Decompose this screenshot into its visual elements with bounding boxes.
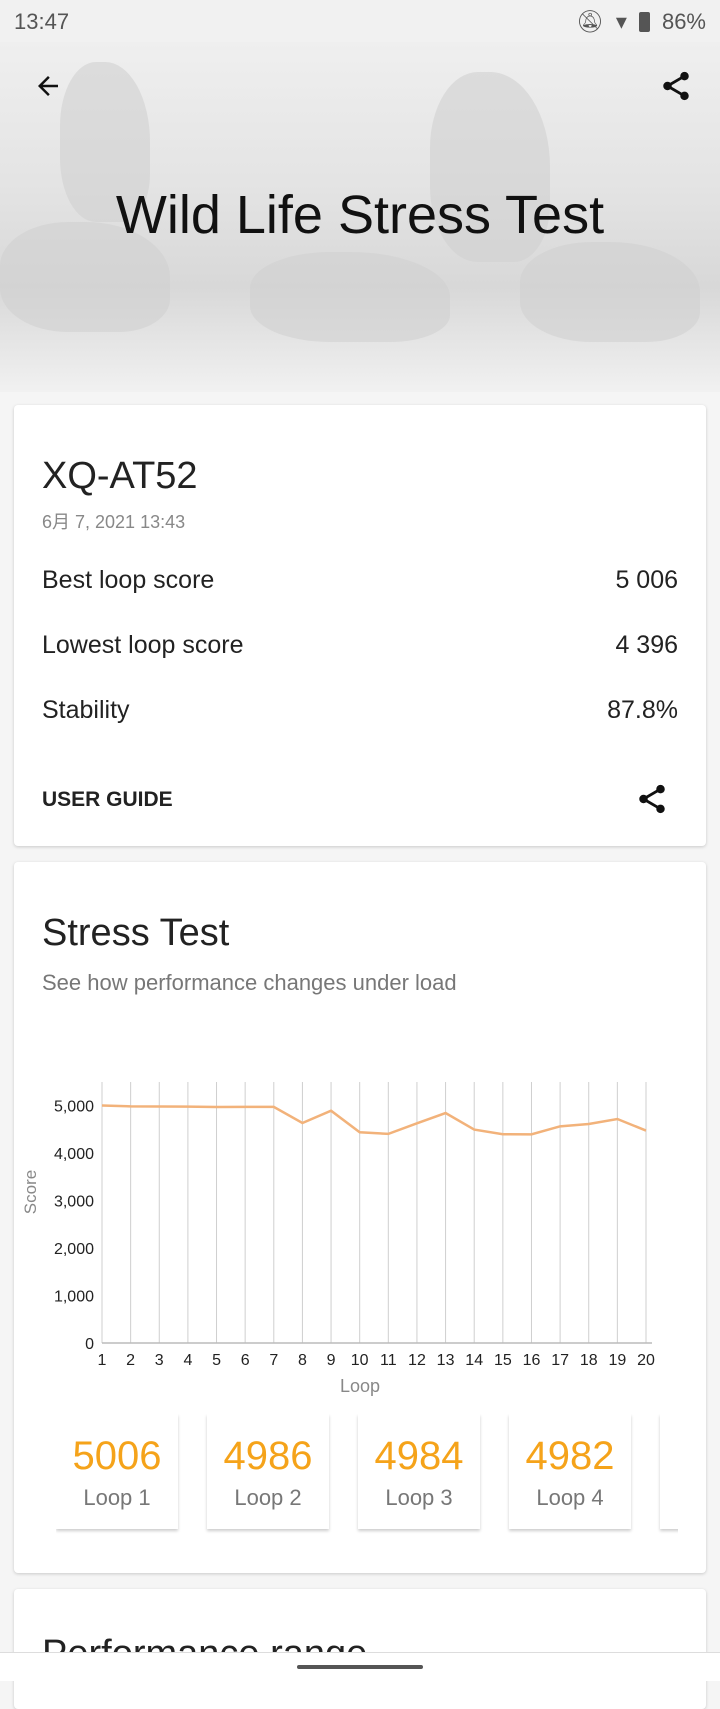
- page-title: Wild Life Stress Test: [0, 184, 720, 246]
- loop-score: 5006: [56, 1434, 178, 1479]
- x-tick-label: 18: [580, 1352, 598, 1369]
- loop-card[interactable]: 4: [660, 1414, 678, 1529]
- x-tick-label: 8: [298, 1352, 307, 1369]
- loop-score-list[interactable]: 5006 Loop 1 4986 Loop 2 4984 Loop 3 4982 Loo…: [56, 1414, 678, 1544]
- x-tick-label: 3: [155, 1352, 164, 1369]
- user-guide-link[interactable]: USER GUIDE: [42, 788, 173, 812]
- x-tick-label: 4: [183, 1352, 192, 1369]
- battery-icon: [639, 12, 650, 32]
- loop-label: Loop 1: [56, 1485, 178, 1511]
- best-loop-row: Best loop score 5 006: [42, 566, 678, 595]
- wifi-6-icon: ▾: [616, 9, 627, 35]
- value: 87.8%: [607, 696, 678, 725]
- x-axis-label: Loop: [340, 1376, 380, 1396]
- device-name: XQ-AT52: [42, 455, 198, 498]
- label: Stability: [42, 696, 130, 725]
- bell-off-icon: 🔕︎: [576, 9, 604, 35]
- share-button[interactable]: [654, 64, 698, 108]
- x-tick-label: 6: [241, 1352, 250, 1369]
- performance-range-card: Performance range: [14, 1589, 706, 1709]
- x-tick-label: 7: [269, 1352, 278, 1369]
- arrow-left-icon: [33, 71, 63, 101]
- test-date: 6月 7, 2021 13:43: [42, 508, 185, 534]
- y-tick-label: 2,000: [54, 1241, 94, 1258]
- x-tick-label: 5: [212, 1352, 221, 1369]
- y-tick-label: 3,000: [54, 1194, 94, 1211]
- stress-test-card: Stress Test See how performance changes …: [14, 862, 706, 1573]
- summary-card: XQ-AT52 6月 7, 2021 13:43 Best loop score…: [14, 405, 706, 846]
- label: Lowest loop score: [42, 631, 244, 660]
- x-tick-label: 20: [637, 1352, 655, 1369]
- loop-score: 4986: [207, 1434, 329, 1479]
- status-time: 13:47: [14, 9, 69, 35]
- y-tick-label: 5,000: [54, 1099, 94, 1116]
- y-tick-label: 0: [85, 1336, 94, 1353]
- x-tick-label: 14: [465, 1352, 483, 1369]
- home-handle[interactable]: [297, 1665, 423, 1669]
- x-tick-label: 12: [408, 1352, 426, 1369]
- section-title: Stress Test: [42, 912, 229, 955]
- lowest-loop-row: Lowest loop score 4 396: [42, 631, 678, 660]
- loop-score: 4982: [509, 1434, 631, 1479]
- loop-card[interactable]: 4986 Loop 2: [207, 1414, 329, 1529]
- label: Best loop score: [42, 566, 214, 595]
- y-axis-label: Score: [21, 1170, 40, 1214]
- x-tick-label: 10: [351, 1352, 369, 1369]
- battery-level: 86%: [662, 9, 706, 35]
- loop-card[interactable]: 4984 Loop 3: [358, 1414, 480, 1529]
- loop-score: 4984: [358, 1434, 480, 1479]
- share-result-button[interactable]: [630, 777, 674, 821]
- y-tick-label: 1,000: [54, 1289, 94, 1306]
- x-tick-label: 13: [437, 1352, 455, 1369]
- loop-label: Loop 4: [509, 1485, 631, 1511]
- x-tick-label: 15: [494, 1352, 512, 1369]
- status-bar: 13:47 🔕︎ ▾ 86%: [0, 0, 720, 42]
- x-tick-label: 2: [126, 1352, 135, 1369]
- x-tick-label: 17: [551, 1352, 569, 1369]
- share-icon: [635, 782, 669, 816]
- loop-label: Loop 2: [207, 1485, 329, 1511]
- x-tick-label: 19: [608, 1352, 626, 1369]
- y-tick-label: 4,000: [54, 1146, 94, 1163]
- x-tick-label: 9: [327, 1352, 336, 1369]
- loop-card[interactable]: 5006 Loop 1: [56, 1414, 178, 1529]
- x-tick-label: 16: [523, 1352, 541, 1369]
- share-icon: [659, 69, 693, 103]
- loop-card[interactable]: 4982 Loop 4: [509, 1414, 631, 1529]
- value: 5 006: [615, 566, 678, 595]
- value: 4 396: [615, 631, 678, 660]
- x-tick-label: 1: [98, 1352, 107, 1369]
- loop-score: 4: [660, 1434, 678, 1479]
- stability-row: Stability 87.8%: [42, 696, 678, 725]
- navigation-bar: [0, 1652, 720, 1681]
- header-banner: Wild Life Stress Test: [0, 42, 720, 392]
- back-button[interactable]: [26, 64, 70, 108]
- section-subtitle: See how performance changes under load: [42, 970, 457, 996]
- score-line: [102, 1105, 646, 1134]
- loop-label: Loop 3: [358, 1485, 480, 1511]
- x-tick-label: 11: [380, 1352, 397, 1369]
